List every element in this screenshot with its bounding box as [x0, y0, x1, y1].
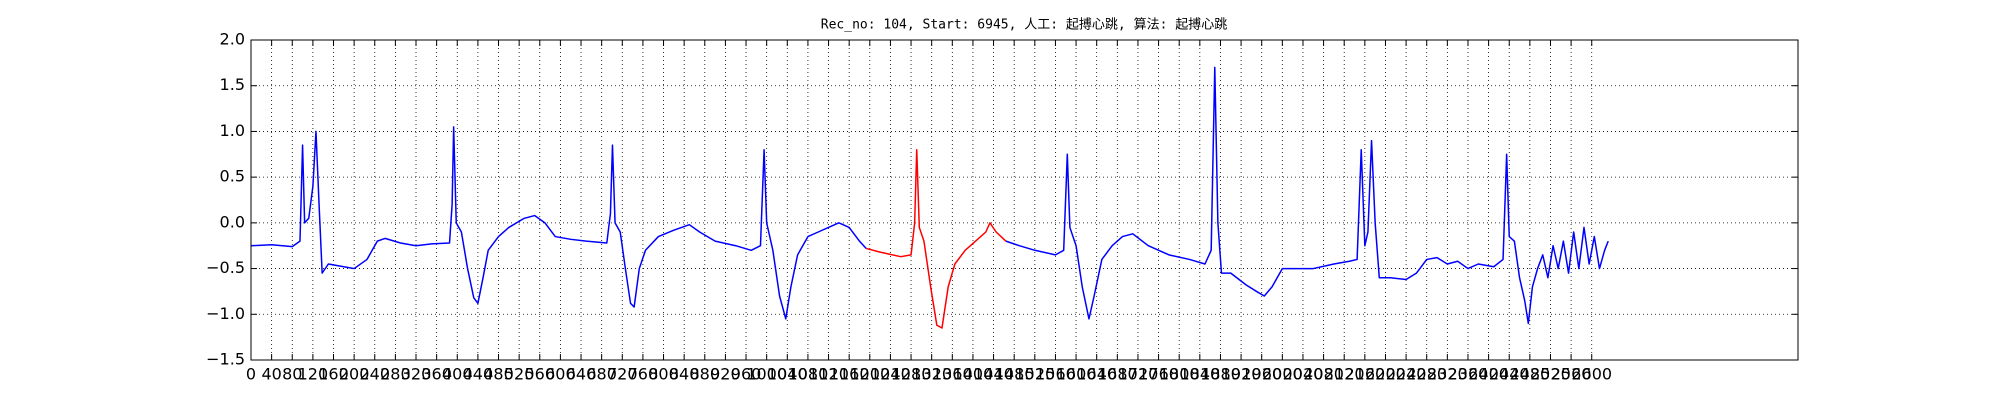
y-tick-label: 2.0	[220, 30, 245, 49]
x-tick-label: 2160	[1344, 365, 1385, 384]
x-tick-label: 760	[628, 365, 659, 384]
x-tick-label: 1000	[746, 365, 787, 384]
chart-title: Rec_no: 104, Start: 6945, 人工: 起搏心跳, 算法: …	[821, 17, 1227, 33]
x-tick-label: 240	[359, 365, 390, 384]
x-tick-label: 480	[483, 365, 514, 384]
x-tick-label: 2080	[1303, 365, 1344, 384]
ecg-line	[250, 126, 867, 320]
x-tick-label: 1240	[870, 365, 911, 384]
ecg-line	[1005, 66, 1609, 325]
x-tick-label: 1520	[1014, 365, 1055, 384]
x-tick-label: 320	[401, 365, 432, 384]
x-tick-label: 1560	[1035, 365, 1076, 384]
x-tick-label: 2040	[1283, 365, 1324, 384]
y-tick-label: 1.5	[220, 75, 245, 94]
x-tick-label: 840	[669, 365, 700, 384]
y-tick-label: −1.5	[206, 350, 245, 369]
x-tick-label: 1920	[1221, 365, 1262, 384]
x-tick-label: 1720	[1118, 365, 1159, 384]
y-tick-label: 1.0	[220, 121, 245, 140]
x-tick-label: 1640	[1076, 365, 1117, 384]
x-tick-label: 2600	[1571, 365, 1612, 384]
x-tick-label: 1680	[1097, 365, 1138, 384]
x-tick-label: 1400	[953, 365, 994, 384]
x-tick-label: 520	[504, 365, 535, 384]
x-tick-label: 1160	[829, 365, 870, 384]
x-tick-label: 1320	[911, 365, 952, 384]
y-tick-label: −0.5	[206, 258, 245, 277]
x-tick-label: 2120	[1324, 365, 1365, 384]
x-tick-label: 1120	[808, 365, 849, 384]
x-tick-label: 160	[318, 365, 349, 384]
x-tick-label: 440	[463, 365, 494, 384]
x-tick-label: 2320	[1427, 365, 1468, 384]
x-tick-label: 720	[607, 365, 638, 384]
x-tick-label: 0	[246, 365, 256, 384]
x-tick-label: 400	[442, 365, 473, 384]
x-tick-label: 920	[710, 365, 741, 384]
x-tick-label: 1800	[1159, 365, 1200, 384]
x-tick-label: 1960	[1241, 365, 1282, 384]
x-tick-label: 360	[421, 365, 452, 384]
x-tick-label: 1280	[891, 365, 932, 384]
x-tick-label: 2400	[1468, 365, 1509, 384]
x-tick-label: 2560	[1551, 365, 1592, 384]
ecg-line	[865, 148, 1007, 329]
x-tick-label: 280	[380, 365, 411, 384]
y-tick-label: 0.5	[220, 167, 245, 186]
x-tick-label: 2520	[1530, 365, 1571, 384]
x-tick-label: 2240	[1386, 365, 1427, 384]
x-tick-label: 960	[731, 365, 762, 384]
y-tick-label: 0.0	[220, 212, 245, 231]
y-tick-label: −1.0	[206, 304, 245, 323]
x-tick-label: 120	[298, 365, 329, 384]
x-tick-label: 1880	[1200, 365, 1241, 384]
x-tick-label: 680	[586, 365, 617, 384]
x-tick-label: 1040	[767, 365, 808, 384]
x-tick-label: 1840	[1179, 365, 1220, 384]
x-tick-label: 1760	[1138, 365, 1179, 384]
x-tick-label: 1480	[994, 365, 1035, 384]
plot-frame	[250, 39, 1799, 361]
x-tick-label: 2280	[1406, 365, 1447, 384]
x-tick-label: 1440	[973, 365, 1014, 384]
x-tick-label: 1360	[932, 365, 973, 384]
x-tick-label: 80	[282, 365, 302, 384]
x-tick-label: 2200	[1365, 365, 1406, 384]
x-tick-label: 560	[524, 365, 555, 384]
x-tick-label: 640	[566, 365, 597, 384]
x-tick-label: 1600	[1056, 365, 1097, 384]
x-tick-label: 880	[690, 365, 721, 384]
x-tick-label: 2000	[1262, 365, 1303, 384]
x-tick-label: 200	[339, 365, 370, 384]
x-tick-label: 800	[648, 365, 679, 384]
x-tick-label: 1200	[849, 365, 890, 384]
x-tick-label: 2480	[1509, 365, 1550, 384]
x-tick-label: 600	[545, 365, 576, 384]
x-tick-label: 1080	[788, 365, 829, 384]
x-tick-label: 40	[261, 365, 281, 384]
x-tick-label: 2360	[1448, 365, 1489, 384]
x-tick-label: 2440	[1489, 365, 1530, 384]
